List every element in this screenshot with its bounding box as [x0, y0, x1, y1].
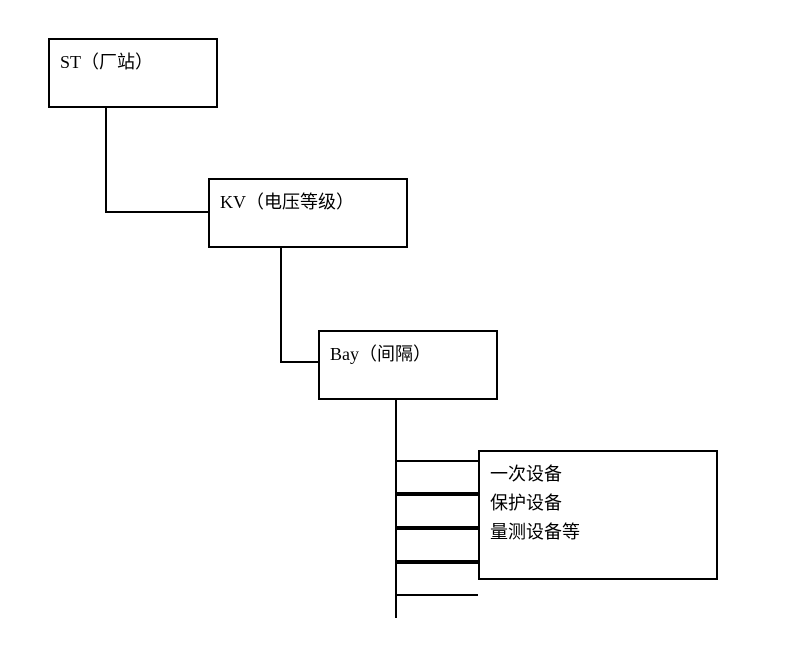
node-st: ST（厂站） — [48, 38, 218, 108]
bracket-seg-1 — [395, 460, 478, 494]
connector-kv-bay-h — [280, 361, 318, 363]
connector-st-kv-v — [105, 108, 107, 213]
equipment-line-1: 一次设备 — [490, 460, 706, 489]
connector-st-kv-h — [105, 211, 208, 213]
node-equipment: 一次设备 保护设备 量测设备等 — [478, 450, 718, 580]
node-kv: KV（电压等级） — [208, 178, 408, 248]
node-kv-label: KV（电压等级） — [220, 192, 354, 212]
node-bay-label: Bay（间隔） — [330, 344, 431, 364]
connector-kv-bay-v — [280, 248, 282, 363]
bracket-seg-4 — [395, 562, 478, 596]
node-st-label: ST（厂站） — [60, 52, 153, 72]
equipment-line-2: 保护设备 — [490, 489, 706, 518]
equipment-line-3: 量测设备等 — [490, 518, 706, 547]
node-bay: Bay（间隔） — [318, 330, 498, 400]
bracket-seg-2 — [395, 494, 478, 528]
bracket-seg-3 — [395, 528, 478, 562]
